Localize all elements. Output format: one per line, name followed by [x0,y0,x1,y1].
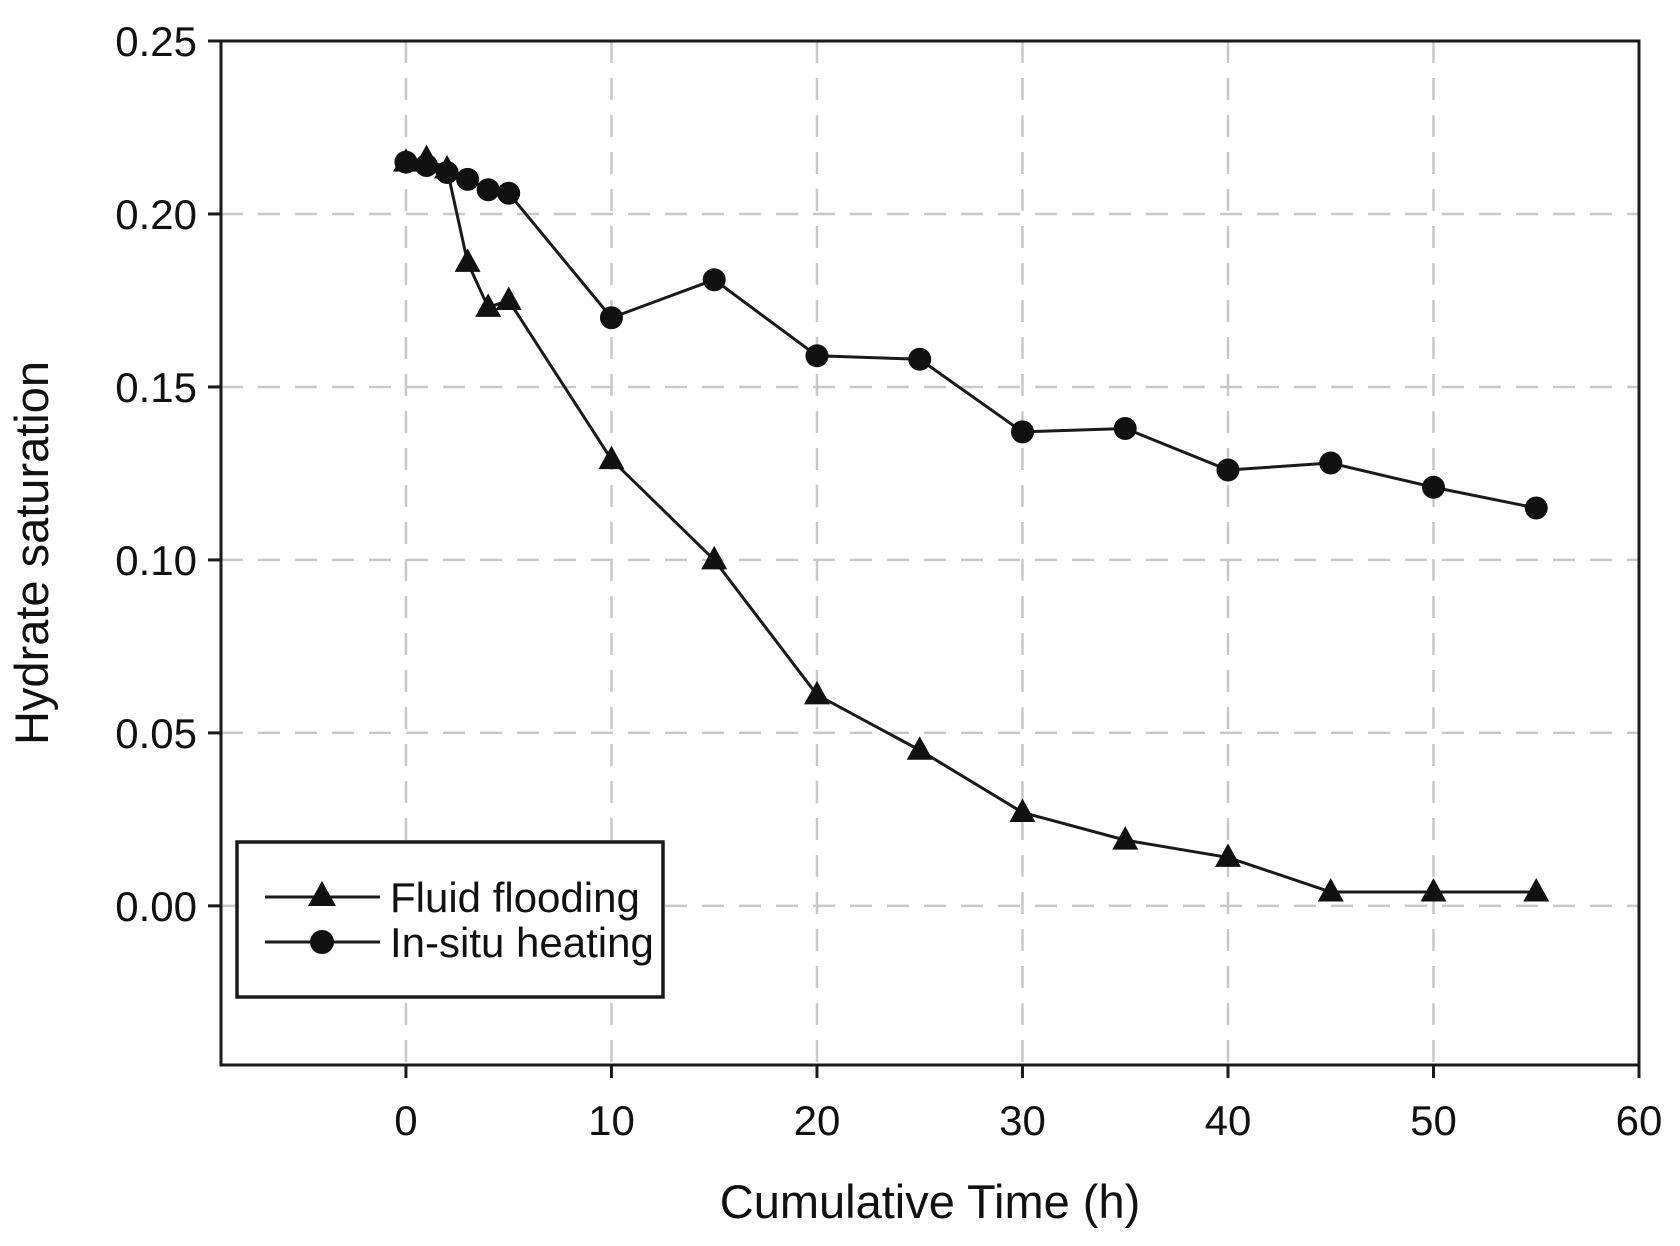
data-point-marker-triangle [1523,878,1550,902]
data-point-marker-triangle [495,286,522,310]
data-point-marker-triangle [906,736,933,760]
data-point-marker-circle [1524,496,1548,520]
data-point-marker-circle [456,167,480,191]
data-point-marker-circle [476,178,500,202]
axis-ticks [208,39,1641,1078]
data-point-marker-circle [805,344,829,368]
y-tick-label: 0.25 [115,18,197,65]
x-tick-label: 0 [394,1097,417,1144]
legend-label-fluid-flooding: Fluid flooding [390,874,640,921]
data-point-marker-circle [908,347,932,371]
data-point-marker-circle [1216,458,1240,482]
data-point-marker-circle [415,154,439,178]
data-point-marker-circle [599,306,623,330]
data-point-marker-triangle [1317,878,1344,902]
legend-triangle-icon [308,881,336,906]
legend-label-in-situ-heating: In-situ heating [390,919,654,966]
legend-circle-icon [310,930,334,954]
data-point-marker-triangle [475,293,502,317]
data-point-marker-circle [435,160,459,184]
y-tick-label: 0.20 [115,191,197,238]
plot-border [219,39,1641,1067]
axis-tick-labels: 0 10 20 30 40 50 60 0.00 0.05 0.10 0.15 0.20 0.25 [115,18,1662,1144]
y-axis-title: Hydrate saturation [5,361,58,745]
data-point-marker-circle [1113,416,1137,440]
y-tick-label: 0.10 [115,537,197,584]
series-line-fluid-flooding [405,157,1537,894]
data-point-marker-triangle [1420,878,1447,902]
x-tick-label: 10 [588,1097,635,1144]
x-tick-label: 30 [999,1097,1046,1144]
data-point-marker-triangle [1214,843,1241,867]
data-point-marker-triangle [1009,798,1036,822]
data-point-marker-triangle [701,545,728,570]
data-point-marker-triangle [1112,826,1139,850]
x-axis-title: Cumulative Time (h) [720,1175,1141,1228]
data-point-marker-circle [394,150,418,174]
x-tick-label: 50 [1410,1097,1457,1144]
legend-box [235,840,665,999]
data-point-marker-circle [497,181,521,205]
data-point-marker-circle [1421,475,1445,499]
data-point-marker-circle [1010,420,1034,444]
y-tick-label: 0.15 [115,364,197,411]
x-tick-label: 20 [794,1097,841,1144]
data-point-marker-triangle [803,680,830,705]
y-tick-label: 0.05 [115,710,197,757]
data-point-marker-circle [702,268,726,292]
legend: Fluid flooding In-situ heating [235,840,665,999]
x-tick-label: 60 [1616,1097,1663,1144]
data-series [392,144,1550,902]
y-tick-label: 0.00 [115,883,197,930]
x-tick-label: 40 [1205,1097,1252,1144]
data-point-marker-circle [1319,451,1343,475]
data-point-marker-triangle [598,445,625,470]
data-point-marker-triangle [454,248,481,272]
